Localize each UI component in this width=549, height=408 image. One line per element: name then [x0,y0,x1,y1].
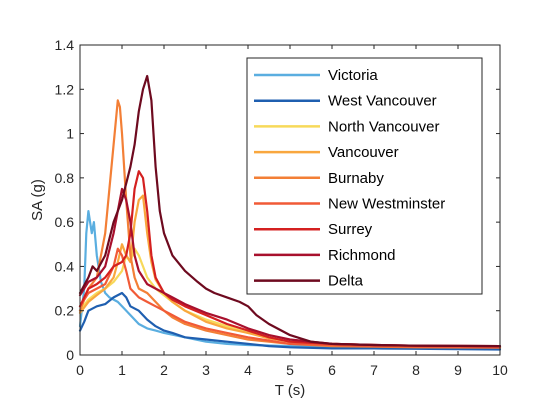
y-tick-label: 0.4 [55,258,75,274]
x-tick-label: 9 [454,362,462,378]
legend-label-7: Richmond [328,247,396,264]
y-tick-label: 0.8 [55,170,75,186]
legend-label-3: Vancouver [328,144,399,161]
legend-label-0: Victoria [328,67,378,84]
x-tick-label: 4 [244,362,252,378]
x-tick-label: 7 [370,362,378,378]
legend: Victoria West Vancouver North Vancouver Van… [246,57,483,295]
y-tick-label: 0.2 [55,303,75,319]
y-axis-ticks: 0 0.2 0.4 0.6 0.8 1 1.2 1.4 [55,37,500,363]
series-line-0 [78,210,502,350]
y-tick-label: 1.2 [55,81,75,97]
legend-label-2: North Vancouver [328,118,439,135]
legend-label-1: West Vancouver [328,93,437,110]
legend-label-4: Burnaby [328,170,384,187]
x-tick-label: 1 [118,362,126,378]
x-axis-ticks: 0 1 2 3 4 5 6 7 8 9 10 [76,45,508,378]
legend-label-8: Delta [328,273,364,290]
y-axis-title: SA (g) [29,179,46,221]
x-tick-label: 8 [412,362,420,378]
y-tick-label: 0 [66,347,74,363]
series-line-8 [78,74,502,348]
x-tick-label: 2 [160,362,168,378]
series-lines [78,74,502,351]
series-line-6 [78,170,502,348]
x-tick-label: 10 [492,362,508,378]
y-tick-label: 1 [66,126,74,142]
series-line-1 [78,291,502,351]
y-tick-label: 0.6 [55,214,75,230]
x-axis-title: T (s) [275,382,306,399]
legend-label-6: Surrey [328,221,373,238]
x-tick-label: 3 [202,362,210,378]
legend-items: Victoria West Vancouver North Vancouver Van… [254,67,445,290]
x-tick-label: 0 [76,362,84,378]
x-tick-label: 5 [286,362,294,378]
y-tick-label: 1.4 [55,37,75,53]
x-tick-label: 6 [328,362,336,378]
series-line-7 [78,187,502,348]
legend-label-5: New Westminster [328,196,445,213]
